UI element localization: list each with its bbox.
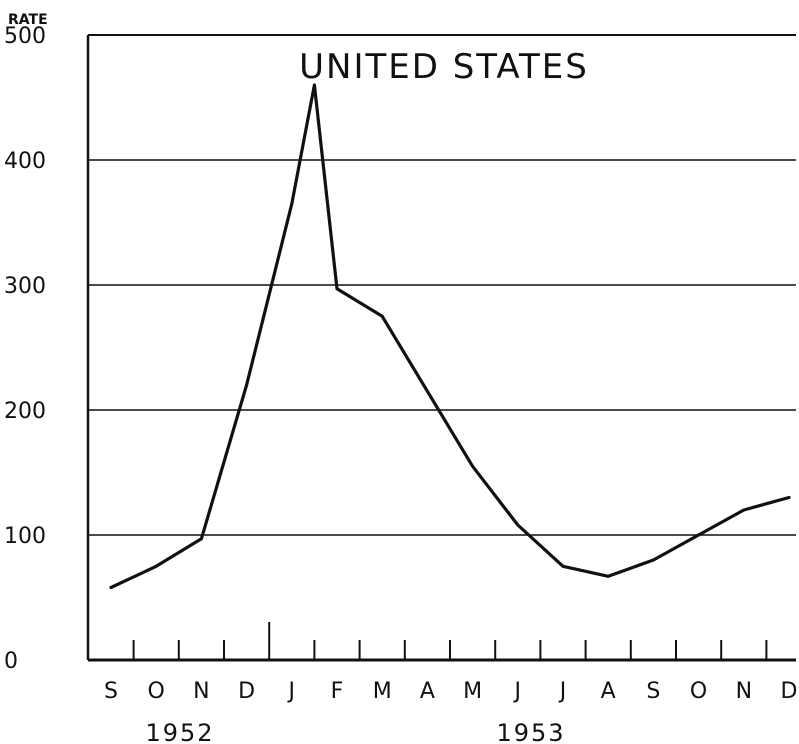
- x-tick-label: J: [513, 679, 522, 704]
- x-tick-label: O: [690, 679, 707, 704]
- y-tick-labels: 0 100 200 300 400 500: [4, 24, 46, 674]
- x-tick-label: F: [331, 679, 344, 704]
- x-tick-label: N: [736, 679, 752, 704]
- data-point: [697, 533, 700, 537]
- year-labels: 1952 1953: [145, 719, 565, 744]
- x-tick-label: A: [601, 679, 616, 704]
- series-group: [109, 83, 791, 590]
- x-tick-label: M: [373, 679, 392, 704]
- data-point: [109, 586, 113, 589]
- x-tick-label: J: [558, 679, 567, 704]
- grid-lines: [88, 159, 796, 536]
- data-point: [471, 464, 474, 468]
- y-tick-label: 100: [4, 524, 46, 549]
- data-point: [426, 389, 429, 393]
- data-point: [787, 496, 791, 499]
- x-tick-label: S: [104, 679, 118, 704]
- x-tick-label: N: [193, 679, 209, 704]
- y-tick-label: 400: [4, 149, 46, 174]
- x-tick-label: D: [238, 679, 255, 704]
- data-point: [290, 202, 294, 206]
- y-tick-label: 200: [4, 399, 46, 424]
- year-label: 1953: [496, 719, 565, 744]
- plot-frame: [86, 34, 796, 662]
- x-tick-label: A: [420, 679, 435, 704]
- data-point: [313, 83, 316, 87]
- data-point: [652, 558, 655, 562]
- year-label: 1952: [145, 719, 214, 744]
- x-tick-label: D: [781, 679, 798, 704]
- data-point: [606, 574, 610, 578]
- y-tick-label: 300: [4, 274, 46, 299]
- x-tick-label: O: [148, 679, 165, 704]
- x-tick-label: M: [463, 679, 482, 704]
- y-tick-label: 500: [4, 24, 46, 49]
- data-point: [561, 564, 565, 568]
- data-point: [742, 508, 746, 512]
- data-point: [154, 564, 158, 568]
- data-point: [335, 287, 339, 291]
- chart-title: UNITED STATES: [299, 47, 589, 87]
- data-point: [380, 314, 384, 318]
- x-tick-label: S: [646, 679, 660, 704]
- y-axis-label: RATE: [8, 12, 48, 28]
- data-point: [200, 537, 203, 541]
- data-point: [516, 523, 520, 527]
- data-point: [245, 383, 249, 387]
- x-tick-label: J: [287, 679, 296, 704]
- y-tick-label: 0: [4, 649, 18, 674]
- x-tick-marks: [132, 622, 768, 660]
